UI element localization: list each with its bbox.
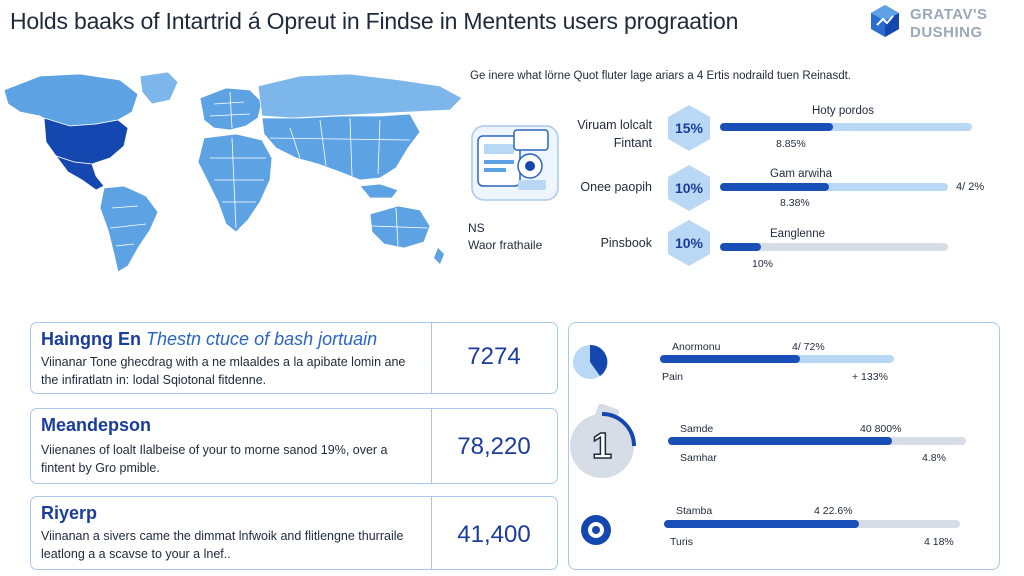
panel-row-2-bottom-value: 4.8% (922, 452, 946, 464)
info-card-1-line2: the infiratlatn in: lodal Sqiotonal fitd… (41, 373, 267, 387)
world-map (3, 71, 463, 273)
panel-bar-2 (668, 437, 966, 445)
panel-bar-3-fill (664, 520, 860, 528)
stat-label-3-line1: Pinsbook (600, 236, 652, 250)
stat-hex-2-value: 10% (674, 180, 704, 196)
info-card-1-title-main: Haingng En (41, 329, 141, 349)
panel-row-3-bottom-label: Turis (670, 536, 693, 548)
stat-bar-3-value: 10% (752, 258, 774, 270)
panel-row-2-bottom-label: Samhar (680, 452, 717, 464)
info-card-1-title-italic: Thestn ctuce of bash jortuain (146, 329, 378, 349)
logo-text-line2: DUSHING (910, 24, 983, 41)
map-region-mexico (54, 155, 105, 191)
stat-hex-1: 15% (664, 103, 714, 153)
map-region-russia (257, 73, 463, 119)
info-card-1-number: 7274 (467, 343, 521, 370)
left-caption-line2: Waor frathaile (468, 238, 543, 252)
map-region-greenland (139, 71, 179, 105)
info-card-3-text: Viinanan a sivers came the dimmat lnfwoi… (41, 527, 426, 563)
info-card-2-text: Viienanes of loalt Ilalbeise of your to … (41, 441, 426, 477)
panel-row-2-top-label: Samde (680, 423, 714, 435)
panel-row-3-top-value: 4 22.6% (814, 505, 853, 517)
info-card-3-number: 41,400 (457, 521, 531, 548)
info-card-1-line1: Viinanar Tone ghecdrag with a ne mlaalde… (41, 355, 406, 369)
panel-row-1-bottom-label: Pain (662, 371, 684, 383)
info-card-1[interactable]: Haingng En Thestn ctuce of bash jortuain… (30, 322, 558, 394)
panel-bar-1 (660, 355, 894, 363)
stat-bar-1-fill (720, 123, 834, 131)
page-title: Holds baaks of Intartrid á Opreut in Fin… (10, 8, 739, 34)
panel-row-3-bottom-value: 4 18% (924, 536, 954, 548)
stat-label-2: Onee paopih (542, 178, 652, 196)
info-card-3-line2: leatlong a a scavse to your a lnef.. (41, 547, 231, 561)
stat-hex-2: 10% (664, 163, 714, 213)
panel-row-2-top-value: 40 800% (860, 423, 902, 435)
stat-label-3: Pinsbook (542, 234, 652, 252)
stat-label-2-line1: Onee paopih (580, 180, 652, 194)
stat-label-1-line2: Fintant (613, 136, 652, 150)
pie-icon (573, 344, 608, 379)
stat-bar-3-title: Eanglenne (770, 228, 825, 240)
stat-bar-2-value: 8.38% (780, 197, 810, 209)
stat-bar-2 (720, 183, 948, 191)
panel-bar-2-fill (668, 437, 892, 445)
info-card-2-title: Meandepson (41, 415, 152, 435)
stat-hex-1-value: 15% (674, 120, 704, 136)
info-card-1-divider (431, 323, 432, 393)
info-card-3-title: Riyerp (41, 503, 98, 523)
left-caption-line1: NS (468, 221, 485, 235)
panel-row-1-top-label: Anormonu (672, 341, 721, 353)
info-card-1-text: Viinanar Tone ghecdrag with a ne mlaalde… (41, 353, 426, 389)
map-region-africa (197, 133, 273, 233)
panel-bar-1-fill (660, 355, 801, 363)
panel-row-3-top-label: Stamba (676, 505, 713, 517)
info-card-3-line1: Viinanan a sivers came the dimmat lnfwoi… (41, 529, 404, 543)
map-region-indonesia (359, 183, 399, 199)
info-card-2-number: 78,220 (457, 433, 531, 460)
panel-row-1-top-value: 4/ 72% (792, 341, 825, 353)
number-one-badge-icon: 1 (570, 404, 636, 478)
info-card-3[interactable]: Riyerp Viinanan a sivers came the dimmat… (30, 496, 558, 570)
info-card-2-line1: Viienanes of loalt Ilalbeise of your to … (41, 443, 388, 457)
left-caption: NS Waor frathaile (468, 220, 542, 254)
map-region-usa (43, 117, 129, 165)
stat-label-1: Viruam lolcalt Fintant (542, 116, 652, 152)
info-card-1-title: Haingng En Thestn ctuce of bash jortuain (41, 329, 377, 350)
number-one-badge-digit: 1 (592, 425, 612, 466)
stat-bar-3 (720, 243, 948, 251)
stat-bar-2-side-value: 4/ 2% (956, 181, 985, 193)
map-region-asia (261, 113, 421, 181)
panel-row-1-bottom-value: + 133% (852, 371, 888, 383)
stat-bar-1-value: 8.85% (776, 138, 806, 150)
logo-cube-icon (871, 5, 899, 37)
brand-logo[interactable]: GRATAV'S DUSHING (870, 4, 1018, 44)
stat-bar-3-fill (720, 243, 762, 251)
logo-text-line1: GRATAV'S (910, 6, 988, 23)
stat-bar-2-fill (720, 183, 830, 191)
info-card-2[interactable]: Meandepson Viienanes of loalt Ilalbeise … (30, 408, 558, 484)
stat-label-1-line1: Viruam lolcalt (577, 118, 652, 132)
stat-hex-3-value: 10% (674, 235, 704, 251)
info-card-2-divider (431, 409, 432, 483)
map-region-south-america (99, 185, 159, 273)
stat-bar-1 (720, 123, 972, 131)
map-region-canada (3, 73, 139, 127)
panel-bar-3 (664, 520, 960, 528)
device-illustration (471, 125, 559, 201)
map-region-nz (434, 248, 444, 264)
donut-icon (581, 515, 611, 545)
stat-bar-2-title: Gam arwiha (770, 168, 832, 180)
stat-bar-1-title: Hoty pordos (812, 105, 875, 117)
metrics-panel (568, 322, 1000, 570)
intro-text: Ge inere what lörne Quot fluter lage ari… (470, 70, 851, 82)
stat-hex-3: 10% (664, 218, 714, 268)
info-card-3-divider (431, 497, 432, 569)
info-card-2-line2: fintent by Gro pmible. (41, 461, 160, 475)
